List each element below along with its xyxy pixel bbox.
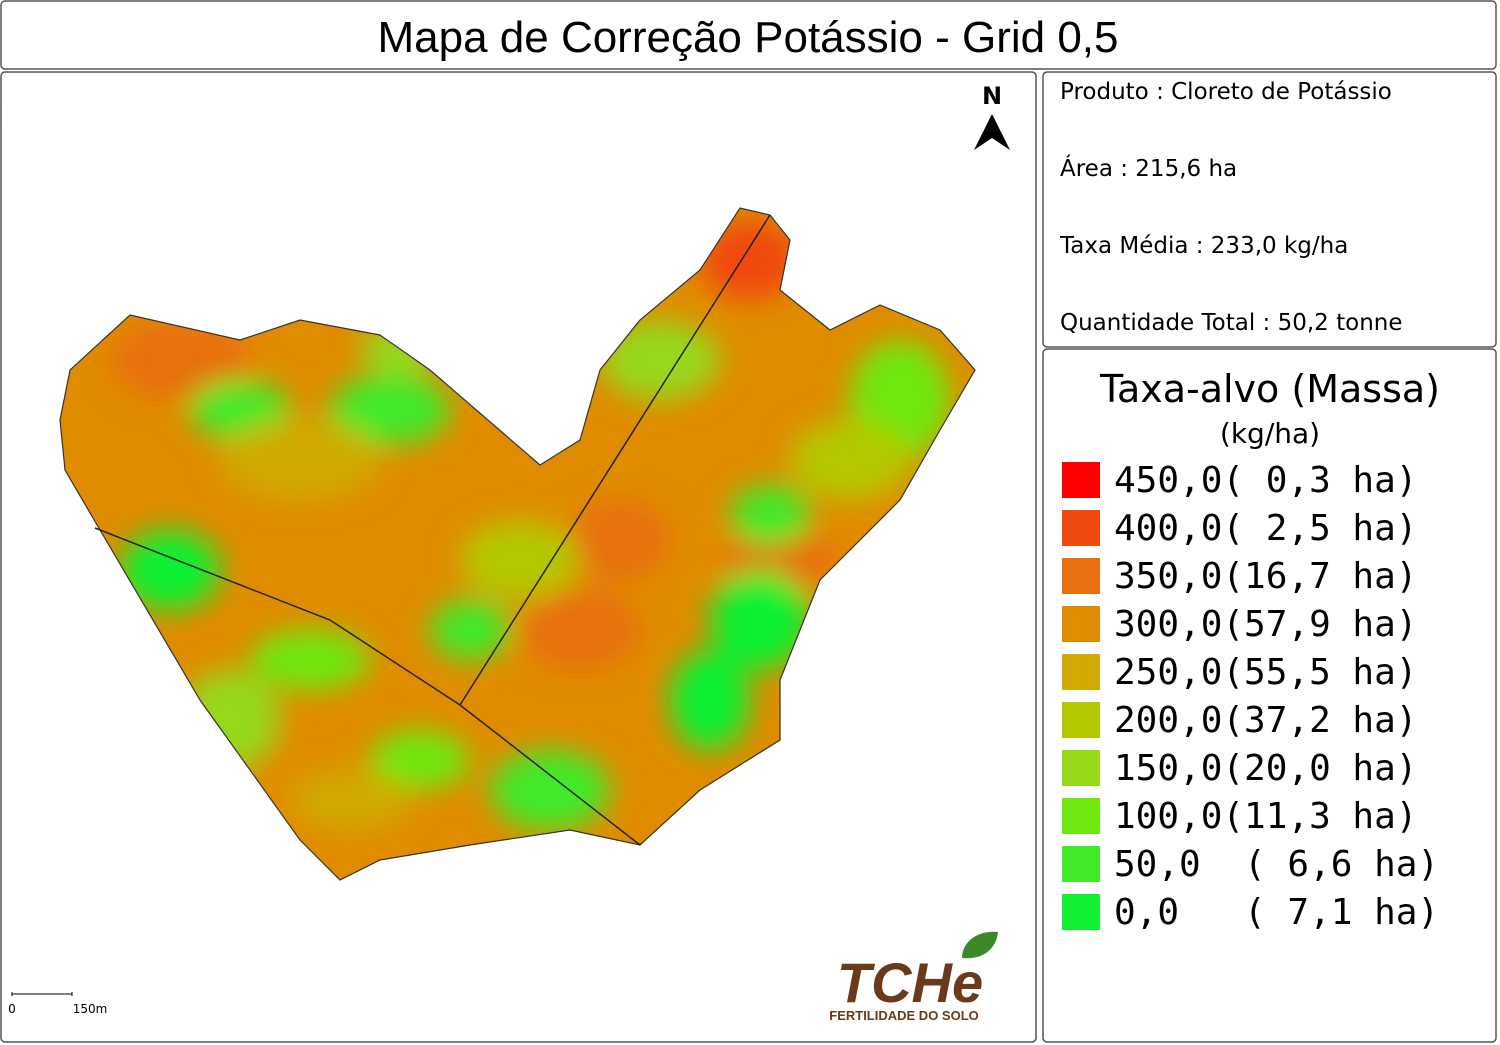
- legend-label: 200,0(37,2 ha): [1114, 700, 1417, 741]
- legend-swatch: [1062, 462, 1100, 498]
- legend-label: 450,0( 0,3 ha): [1114, 460, 1417, 501]
- logo-tagline: FERTILIDADE DO SOLO: [829, 1008, 979, 1023]
- legend-box: [1042, 348, 1497, 1043]
- legend-swatch: [1062, 558, 1100, 594]
- info: Produto : Cloreto de Potássio Área : 215,…: [1059, 79, 1403, 336]
- legend-swatch: [1062, 606, 1100, 642]
- info-line: Quantidade Total : 50,2 tonne: [1060, 310, 1403, 336]
- legend-swatch: [1062, 846, 1100, 882]
- legend-label: 400,0( 2,5 ha): [1114, 508, 1417, 549]
- field-divisions: [94, 214, 771, 846]
- north-label: N: [982, 82, 1002, 110]
- north-arrow: [974, 114, 1010, 150]
- info-line: Taxa Média : 233,0 kg/ha: [1059, 233, 1348, 259]
- title-box: [0, 0, 1497, 70]
- legend-label: 0,0 ( 7,1 ha): [1114, 892, 1439, 933]
- legend-label: 300,0(57,9 ha): [1114, 604, 1417, 645]
- legend-swatch: [1062, 654, 1100, 690]
- legend-swatch: [1062, 798, 1100, 834]
- legend-swatch: [1062, 894, 1100, 930]
- legend-swatch: [1062, 702, 1100, 738]
- scale-label: 150m: [73, 1002, 108, 1016]
- legend-label: 150,0(20,0 ha): [1114, 748, 1417, 789]
- legend-swatch: [1062, 510, 1100, 546]
- legend-label: 50,0 ( 6,6 ha): [1114, 844, 1439, 885]
- info-line: Produto : Cloreto de Potássio: [1060, 79, 1392, 105]
- info-box: [1042, 71, 1497, 348]
- logo-leaf: [962, 931, 998, 959]
- legend-label: 100,0(11,3 ha): [1114, 796, 1417, 837]
- legend-label: 250,0(55,5 ha): [1114, 652, 1417, 693]
- title: Mapa de Correção Potássio - Grid 0,5: [377, 13, 1118, 62]
- legend-label: 350,0(16,7 ha): [1114, 556, 1417, 597]
- legend-swatch: [1062, 750, 1100, 786]
- field-outline: [59, 207, 976, 881]
- scale-label: 0: [8, 1002, 16, 1016]
- scale-bar: [11, 992, 73, 996]
- logo-name: TCHe: [837, 951, 983, 1014]
- legend-unit: (kg/ha): [1220, 417, 1320, 450]
- info-line: Área : 215,6 ha: [1060, 154, 1237, 182]
- legend: 450,0( 0,3 ha) 400,0( 2,5 ha) 350,0(16,7 h…: [1062, 460, 1439, 933]
- legend-title: Taxa-alvo (Massa): [1099, 367, 1440, 411]
